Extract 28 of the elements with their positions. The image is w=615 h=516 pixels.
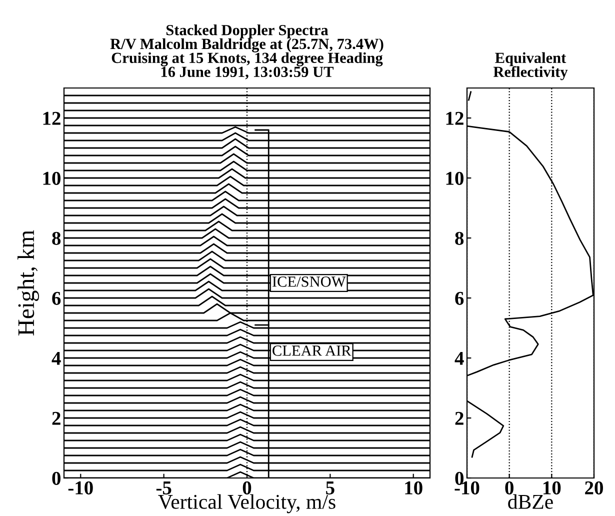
y-tick-label: 8: [455, 232, 464, 245]
x-tick-label: -5: [156, 482, 172, 494]
y-tick-label: 4: [454, 352, 464, 365]
y-tick-label: 6: [455, 292, 464, 305]
y-tick-label: 0: [52, 472, 60, 485]
x-axis-title: dBZe: [508, 494, 553, 509]
y-tick-label: 10: [43, 172, 60, 185]
y-tick-label: 4: [52, 352, 61, 365]
chart-title: Equivalent Reflectivity: [493, 52, 568, 80]
x-tick-label: 10: [544, 481, 561, 494]
y-tick-label: 8: [52, 232, 61, 245]
x-tick-label: -10: [68, 481, 93, 494]
x-tick-label: 0: [505, 481, 514, 494]
y-tick-label: 2: [52, 412, 60, 425]
y-tick-label: 6: [52, 292, 61, 305]
y-tick-label: 10: [446, 172, 464, 185]
x-tick-label: 5: [326, 482, 334, 494]
annotation: CLEAR AIR: [272, 346, 352, 356]
y-tick-label: 12: [43, 112, 60, 125]
annotation: ICE/SNOW: [272, 276, 346, 287]
x-tick-label: 0: [242, 481, 252, 494]
chart-title: Stacked Doppler Spectra R/V Malcolm Baldridge at (25.7N, 73.4W) Cruising at 15 Knots, 134 degree Heading 16 June 1991, 13:03:59 UT: [110, 24, 384, 80]
y-tick-label: 12: [446, 112, 464, 125]
y-tick-label: 2: [455, 412, 464, 425]
y-axis-title: Height, km: [18, 230, 39, 336]
x-tick-label: 20: [585, 481, 603, 494]
x-tick-label: 10: [405, 481, 422, 494]
x-axis-title: Vertical Velocity, m/s: [158, 494, 336, 514]
